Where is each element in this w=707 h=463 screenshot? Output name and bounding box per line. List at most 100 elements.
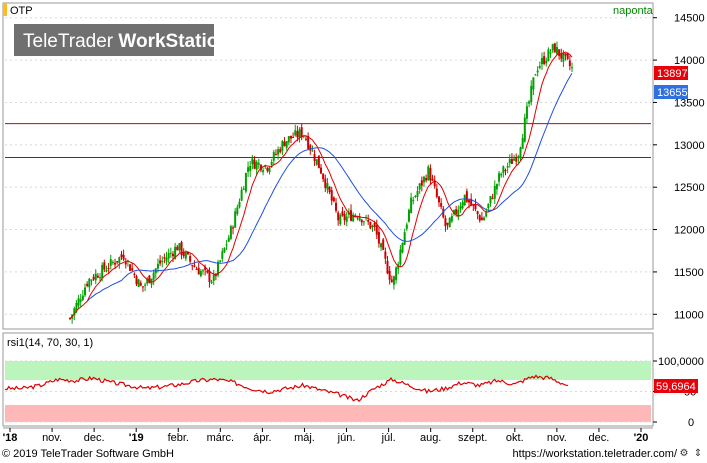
candle-body [558, 49, 561, 56]
time-axis: '18 nov. dec. '19 febr. márc. ápr. máj. jún. júl.… [3, 428, 649, 444]
candle-body [253, 159, 256, 169]
candle-body [81, 295, 84, 300]
candle-body [94, 273, 97, 281]
rsi-tick-label: 0 [688, 417, 694, 429]
time-axis-label: dec. [589, 432, 610, 444]
candle-body [487, 203, 490, 209]
candle-body [448, 217, 451, 228]
candle-body [176, 246, 179, 251]
candle-body [420, 180, 423, 186]
candle-body [300, 127, 303, 137]
candle-body [555, 47, 558, 55]
candle-body [182, 251, 185, 257]
candle-body [133, 273, 136, 276]
candle-body [304, 138, 307, 140]
candle-body [345, 216, 348, 222]
time-axis-label: aug. [420, 432, 441, 444]
candle-body [392, 276, 395, 285]
candle-body [538, 65, 541, 68]
candle-body [105, 270, 108, 272]
candle-body [470, 198, 473, 206]
time-axis-label: febr. [168, 432, 189, 444]
candle-body [294, 130, 297, 136]
candle-body [515, 158, 518, 162]
candle-body [274, 153, 277, 155]
candle-body [326, 183, 329, 190]
candle-body [397, 264, 400, 269]
candle-body [244, 173, 247, 192]
candle-body [101, 264, 104, 279]
copyright-text: © 2019 TeleTrader Software GmbH [2, 448, 174, 460]
candle-body [227, 237, 230, 242]
candle-body [401, 243, 404, 253]
settings-icon[interactable]: ⚙ [679, 448, 689, 459]
candle-body [221, 251, 224, 259]
price-tick-label: 14500 [674, 13, 705, 25]
candle-body [506, 166, 509, 168]
website-link[interactable]: https://workstation.teletrader.com/ [512, 448, 677, 460]
candle-body [547, 49, 550, 62]
candle-body [407, 209, 410, 222]
time-axis-label: máj. [294, 432, 315, 444]
candle-body [234, 211, 237, 228]
candle-body [410, 197, 413, 214]
candle-body [395, 267, 398, 281]
candle-body [386, 260, 389, 274]
candle-body [161, 261, 164, 263]
candle-body [73, 308, 76, 316]
candle-body [199, 271, 202, 277]
candle-body [433, 180, 436, 187]
candle-body [429, 168, 432, 181]
candle-body [193, 265, 196, 267]
candle-body [493, 186, 496, 199]
candle-body [403, 232, 406, 245]
candle-body [167, 253, 170, 259]
candle-body [283, 141, 286, 147]
candle-body [485, 211, 488, 217]
candle-body [277, 149, 280, 155]
candle-body [427, 166, 430, 180]
candle-body [148, 275, 151, 284]
candle-body [225, 244, 228, 246]
candle-body [536, 70, 539, 73]
time-axis-label: nov. [42, 432, 62, 444]
candle-body [109, 259, 112, 266]
time-axis-label: '20 [634, 432, 649, 444]
time-axis-label: okt. [506, 432, 524, 444]
candle-body [534, 74, 537, 76]
candle-body [75, 302, 78, 312]
candle-body [79, 299, 82, 302]
candle-body [317, 155, 320, 169]
candle-body [405, 224, 408, 229]
time-axis-label: júl. [381, 432, 396, 444]
interval-label[interactable]: naponta [613, 5, 654, 17]
candle-body [504, 170, 507, 172]
time-axis-label: '19 [129, 432, 144, 444]
candle-body [437, 196, 440, 203]
candle-body [444, 218, 447, 227]
candle-body [99, 277, 102, 279]
candle-body [141, 286, 144, 288]
candle-body [219, 260, 222, 262]
candle-body [210, 281, 213, 284]
candle-body [122, 254, 125, 260]
candle-body [343, 213, 346, 221]
candle-body [455, 209, 458, 214]
candle-body [289, 135, 292, 139]
candle-body [412, 200, 415, 202]
candle-body [371, 225, 374, 228]
scroll-icon[interactable]: ⇕ [693, 448, 703, 459]
candle-body [352, 214, 355, 222]
candle-body [461, 202, 464, 209]
candle-body [568, 60, 571, 67]
footer: © 2019 TeleTrader Software GmbH https://… [0, 446, 707, 463]
time-axis-label: szept. [458, 432, 487, 444]
candle-body [414, 195, 417, 197]
candle-body [240, 189, 243, 201]
candle-body [202, 270, 205, 272]
candle-body [553, 43, 556, 53]
candle-body [422, 176, 425, 183]
candle-body [165, 257, 168, 262]
candle-body [287, 136, 290, 143]
chart-canvas: TeleTrader WorkStation OTP naponta 14500… [2, 2, 705, 444]
